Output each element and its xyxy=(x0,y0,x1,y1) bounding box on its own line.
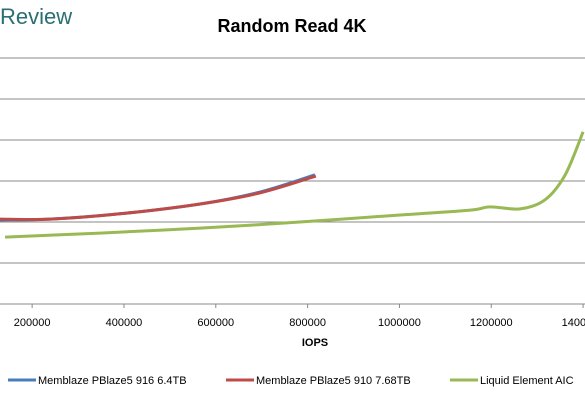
logo: Review xyxy=(0,4,72,29)
x-tick-label: 1200000 xyxy=(470,317,513,329)
legend-label: Liquid Element AIC xyxy=(480,375,574,387)
legend-label: Memblaze PBlaze5 910 7.68TB xyxy=(256,375,411,387)
x-tick-label: 400000 xyxy=(106,317,143,329)
x-tick-label: 1400000 xyxy=(562,317,585,329)
x-axis-label: IOPS xyxy=(302,337,328,349)
x-tick-label: 600000 xyxy=(197,317,234,329)
chart-title: Random Read 4K xyxy=(217,16,366,36)
x-tick-label: 800000 xyxy=(289,317,326,329)
x-tick-label: 1000000 xyxy=(378,317,421,329)
legend-label: Memblaze PBlaze5 916 6.4TB xyxy=(38,375,187,387)
series-line xyxy=(4,131,585,239)
series-line xyxy=(0,173,316,222)
x-tick-label: 200000 xyxy=(14,317,51,329)
series-line xyxy=(0,174,317,222)
